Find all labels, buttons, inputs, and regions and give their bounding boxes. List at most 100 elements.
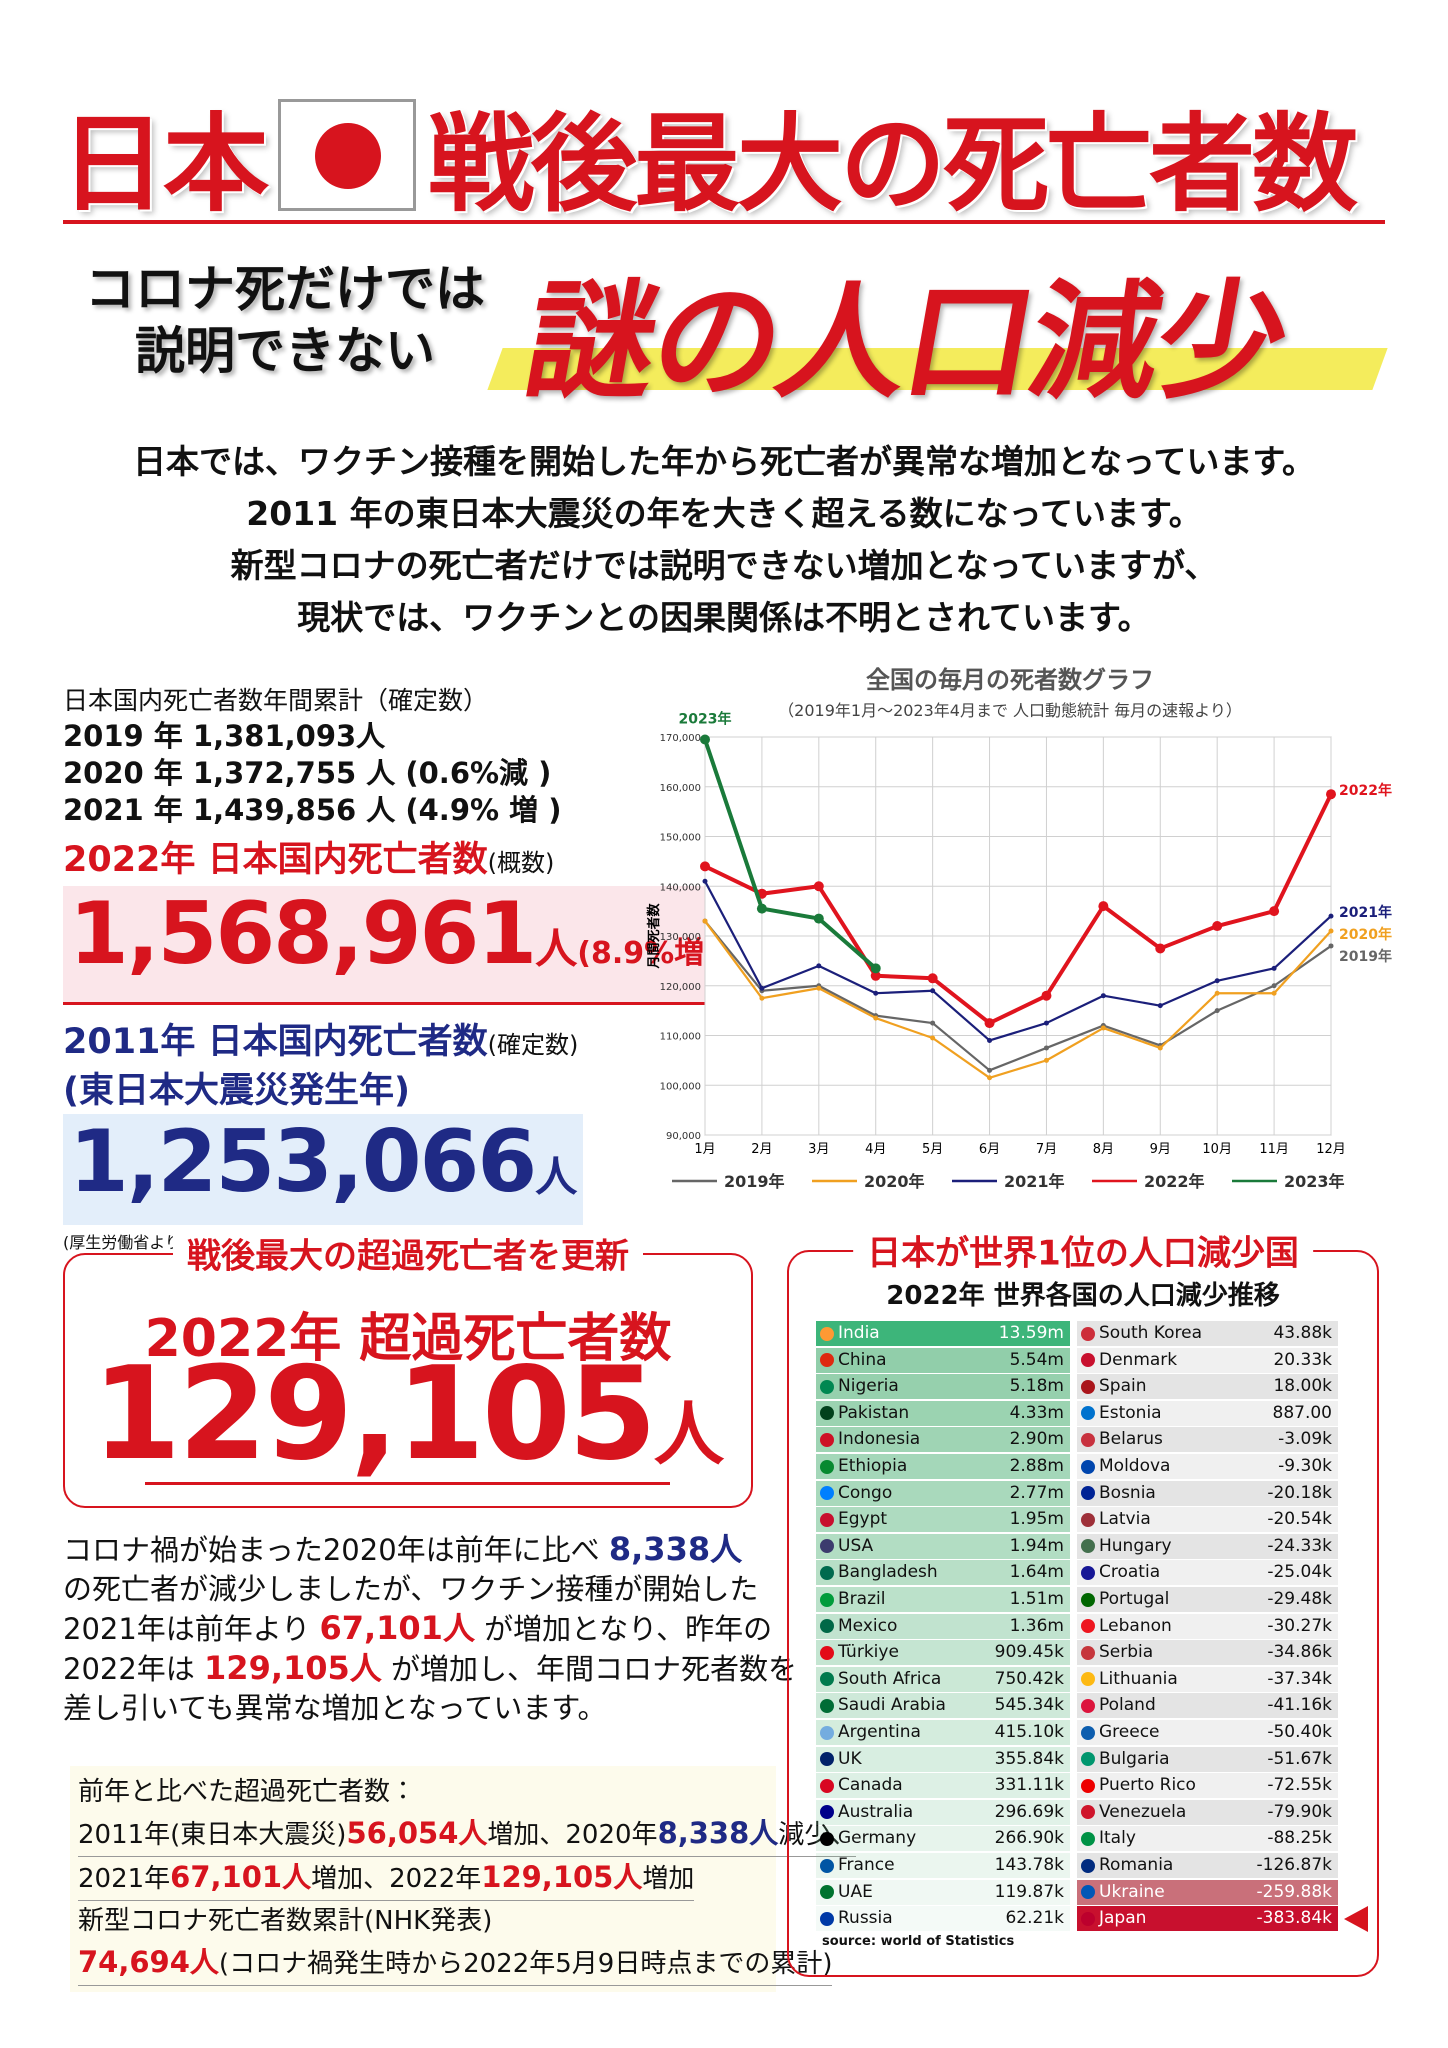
flag-icon [820, 1645, 834, 1660]
annual-line: 2019 年 1,381,093人 [63, 719, 386, 753]
ranking-row: Ukraine -259.88k [1077, 1879, 1338, 1905]
point [700, 861, 710, 872]
flag-icon [820, 1858, 834, 1873]
series-end-label: 2020年 [1339, 926, 1392, 943]
point [1271, 965, 1277, 971]
country-name: Serbia [1099, 1642, 1154, 1663]
series-end-label: 2023年 [679, 710, 732, 727]
country-name: Puerto Rico [1099, 1775, 1196, 1796]
point [1155, 943, 1166, 954]
point [930, 1035, 936, 1041]
label-note: (確定数) [487, 1031, 579, 1059]
ranking-row: Romania -126.87k [1077, 1853, 1338, 1878]
country-name: South Korea [1099, 1323, 1203, 1343]
country-name: Ukraine [1099, 1881, 1165, 1902]
point [1043, 1057, 1049, 1063]
x-tick-label: 1月 [694, 1142, 715, 1157]
country-name: Egypt [838, 1509, 888, 1530]
flag-icon [820, 1379, 834, 1394]
number: 129,105人 [481, 1860, 643, 1894]
ranking-row: Lebanon -30.27k [1077, 1613, 1338, 1639]
text: が増加し、年間コロナ死者数を [381, 1652, 798, 1686]
point [1157, 1045, 1163, 1051]
ranking-row: South Korea 43.88k [1077, 1321, 1338, 1346]
flag-icon [820, 1778, 834, 1793]
flag-icon [1081, 1326, 1095, 1341]
x-tick-label: 7月 [1036, 1142, 1057, 1157]
flag-icon [1081, 1565, 1095, 1580]
text: コロナ禍が始まった2020年は前年に比べ [63, 1533, 609, 1567]
number: 8,338人 [608, 1530, 743, 1568]
ranking-row: Türkiye 909.45k [816, 1640, 1070, 1666]
number: 129,105人 [204, 1649, 382, 1687]
change: (8.9%増) [577, 936, 718, 971]
legend-label: 2020年 [864, 1172, 925, 1191]
legend-label: 2022年 [1144, 1172, 1205, 1191]
country-value: 4.33m [1009, 1402, 1064, 1423]
summary: 前年と比べた超過死亡者数： 2011年(東日本大震災)56,054人増加、202… [70, 1766, 857, 1992]
ranking-row: Lithuania -37.34k [1077, 1666, 1338, 1692]
country-value: -29.48k [1267, 1589, 1332, 1609]
country-value: 143.78k [994, 1855, 1064, 1875]
flag-icon [1081, 1486, 1095, 1501]
flag-icon [1081, 1831, 1095, 1846]
flag-icon [820, 1326, 834, 1341]
series-line [704, 920, 1332, 1072]
flag-icon [1081, 1592, 1095, 1607]
country-value: 331.11k [994, 1775, 1064, 1796]
point [1328, 943, 1334, 949]
para-line: 差し引いても異常な増加となっています。 [63, 1689, 773, 1728]
point [1328, 913, 1334, 919]
country-value: 20.33k [1273, 1349, 1332, 1370]
flag-icon [820, 1831, 834, 1846]
point [756, 903, 767, 914]
point [1271, 990, 1277, 996]
excess-badge: 戦後最大の超過死亡者を更新 [173, 1228, 643, 1278]
country-name: France [838, 1855, 895, 1875]
country-value: 13.59m [998, 1323, 1064, 1343]
flag-icon [820, 1539, 834, 1554]
x-tick-label: 5月 [922, 1142, 943, 1157]
y-tick-label: 160,000 [660, 783, 701, 794]
text: 2011年(東日本大震災) [78, 1820, 347, 1850]
point [870, 963, 881, 974]
flag-icon [820, 1672, 834, 1687]
country-name: Germany [838, 1828, 917, 1849]
flag-icon [1081, 1353, 1095, 1368]
country-name: Bulgaria [1099, 1748, 1170, 1769]
chart-title: 全国の毎月の死者数グラフ [866, 666, 1154, 694]
summary-line: 2011年(東日本大震災)56,054人増加、2020年8,338人減少、 [78, 1813, 857, 1857]
x-tick-label: 9月 [1150, 1142, 1171, 1157]
country-value: 909.45k [994, 1642, 1064, 1663]
point [987, 1075, 993, 1081]
chart-subtitle: （2019年1月〜2023年4月まで 人口動態統計 毎月の速報より） [778, 701, 1242, 720]
text: 差し引いても異常な増加となっています。 [63, 1691, 607, 1725]
country-name: Canada [838, 1775, 903, 1796]
point [1098, 901, 1109, 912]
paragraph: コロナ禍が始まった2020年は前年に比べ 8,338人 の死亡者が減少しましたが… [63, 1530, 797, 1728]
chart: 全国の毎月の死者数グラフ （2019年1月〜2023年4月まで 人口動態統計 毎… [646, 666, 1392, 1191]
ranking-row: Congo 2.77m [816, 1480, 1070, 1506]
flag-icon [1081, 1379, 1095, 1394]
ranking-row: Indonesia 2.90m [816, 1427, 1070, 1453]
country-name: South Africa [838, 1668, 942, 1689]
ranking-row: UAE 119.87k [816, 1879, 1070, 1905]
ranking-row: South Africa 750.42k [816, 1666, 1070, 1692]
country-value: -383.84k [1256, 1908, 1332, 1929]
ranking-row: UK 355.84k [816, 1746, 1070, 1772]
point [1157, 1003, 1163, 1009]
intro-line: 現状では、ワクチンとの因果関係は不明とされています。 [297, 598, 1151, 637]
point [930, 1020, 936, 1026]
flag-icon [1081, 1858, 1095, 1873]
country-value: 1.36m [1009, 1615, 1064, 1636]
series-line [704, 793, 1333, 1026]
point [1269, 906, 1280, 917]
excess-label: 2022年 超過死亡者数 [144, 1309, 672, 1369]
summary-line: 74,694人(コロナ禍発生時から2022年5月9日時点までの累計) [78, 1942, 833, 1986]
ranking-row: Saudi Arabia 545.34k [816, 1693, 1070, 1719]
country-value: -41.16k [1267, 1695, 1332, 1716]
flag-icon [820, 1619, 834, 1634]
country-value: -79.90k [1267, 1801, 1332, 1822]
x-tick-label: 12月 [1316, 1142, 1346, 1157]
